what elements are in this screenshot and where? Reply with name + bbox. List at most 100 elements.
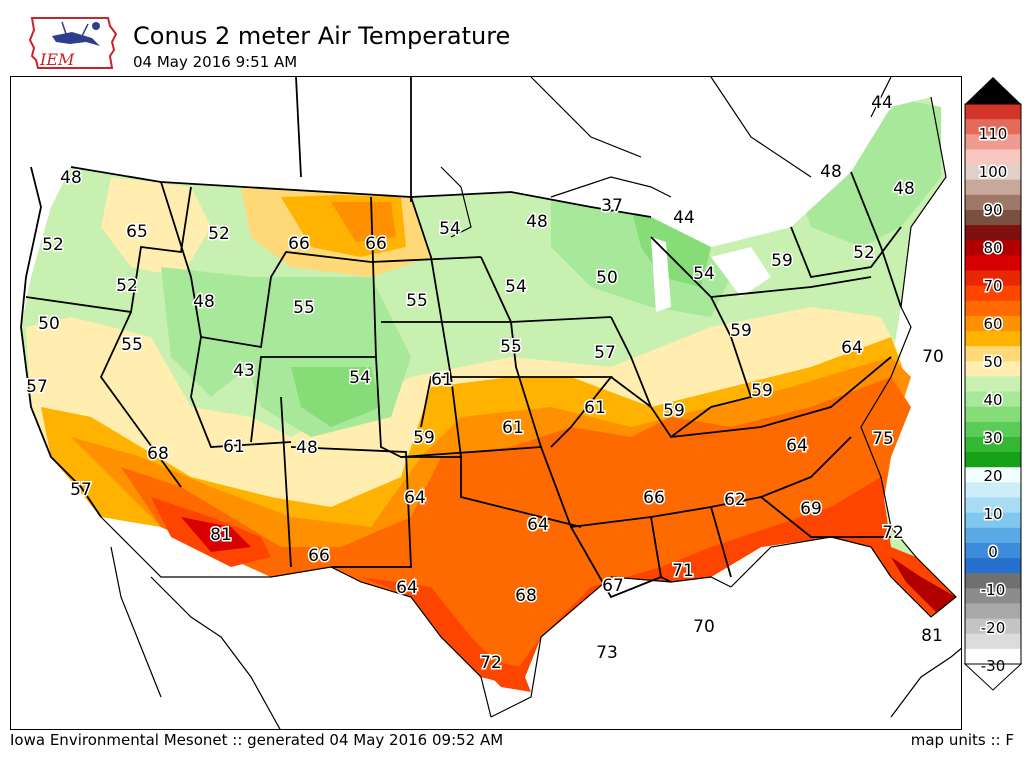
temp-label: 55 [406, 291, 428, 311]
colorbar-swatch [965, 406, 1021, 423]
temperature-fill-regions [11, 77, 961, 729]
temp-label: 69 [800, 499, 822, 519]
colorbar-swatch [965, 149, 1021, 166]
temp-label: 43 [233, 361, 255, 381]
colorbar-tick: -10 [981, 581, 1006, 599]
colorbar-tick: 60 [983, 315, 1002, 333]
temp-label: 65 [126, 222, 148, 242]
colorbar-swatch [965, 603, 1021, 620]
colorbar-swatch [965, 225, 1021, 241]
temp-label: 66 [288, 234, 310, 254]
temp-label: 37 [601, 196, 623, 216]
iowa-state-logo-icon: IEM [28, 17, 118, 69]
temp-label: 68 [147, 444, 169, 464]
colorbar-tick: 20 [983, 467, 1002, 485]
colorbar-swatch [965, 346, 1021, 362]
temp-label: 52 [42, 235, 64, 255]
temp-label: 68 [515, 586, 537, 606]
colorbar-tick: 10 [983, 505, 1002, 523]
colorbar-tick: 100 [979, 163, 1008, 181]
temp-label: 71 [672, 561, 694, 581]
temp-label: 54 [349, 368, 371, 388]
temp-label: 59 [730, 321, 752, 341]
temp-label: 57 [26, 377, 48, 397]
temp-label: 59 [413, 428, 435, 448]
colorbar-tick-labels: 110 100 90 80 70 60 50 40 30 20 10 0 -10… [977, 124, 1009, 677]
temp-label: 64 [404, 488, 426, 508]
footer-units: map units :: F [910, 731, 1014, 749]
colorbar-swatch [965, 527, 1021, 544]
temp-label: 48 [820, 162, 842, 182]
colorbar-tick: 0 [988, 543, 998, 561]
colorbar-swatch [965, 391, 1021, 408]
footer-credit: Iowa Environmental Mesonet :: generated … [10, 731, 504, 749]
temp-label: 44 [871, 93, 893, 113]
colorbar-swatch [965, 573, 1021, 589]
colorbar-tick: 50 [983, 353, 1002, 371]
temp-label: 48 [60, 168, 82, 188]
temp-label: 64 [527, 515, 549, 535]
colorbar-tick: 110 [979, 125, 1008, 143]
temp-label: 52 [853, 243, 875, 263]
colorbar-swatch [965, 270, 1021, 287]
colorbar-swatches [965, 104, 1021, 665]
temp-label: 75 [872, 429, 894, 449]
colorbar-tick: 90 [983, 201, 1002, 219]
iem-logo: IEM [26, 12, 120, 74]
temp-label: 50 [38, 314, 60, 334]
colorbar-svg: 110 100 90 80 70 60 50 40 30 20 10 0 -10… [963, 77, 1023, 691]
temp-label: 64 [841, 338, 863, 358]
temp-label: 48 [893, 179, 915, 199]
temp-label: 72 [882, 523, 904, 543]
colorbar-swatch [965, 300, 1021, 317]
temp-label: 61 [584, 398, 606, 418]
colorbar-swatch [965, 240, 1021, 256]
colorbar-swatch [965, 331, 1021, 347]
temp-label: 61 [502, 418, 524, 438]
colorbar-swatch [965, 436, 1021, 453]
colorbar-swatch [965, 194, 1021, 211]
colorbar-swatch [965, 104, 1021, 120]
temp-label: 57 [70, 480, 92, 500]
temp-label: 55 [500, 337, 522, 357]
colorbar-swatch [965, 648, 1021, 665]
temp-label: 67 [602, 576, 624, 596]
colorbar-swatch [965, 119, 1021, 135]
temp-label: 48 [193, 292, 215, 312]
colorbar-swatch [965, 467, 1021, 483]
page-title: Conus 2 meter Air Temperature [133, 22, 511, 50]
temp-label: 64 [396, 578, 418, 598]
temp-label: 66 [308, 546, 330, 566]
temp-label: 57 [594, 343, 616, 363]
temp-label: 54 [505, 277, 527, 297]
temp-label: 66 [365, 234, 387, 254]
colorbar-swatch [965, 542, 1021, 559]
colorbar-swatch [965, 618, 1021, 635]
temp-label: 52 [116, 276, 138, 296]
temp-label: 54 [439, 219, 461, 239]
temp-label: 81 [921, 626, 943, 646]
colorbar-swatch [965, 421, 1021, 438]
temp-label: 70 [693, 617, 715, 637]
temp-label: 73 [596, 643, 618, 663]
colorbar-swatch [965, 497, 1021, 514]
colorbar-tick: -20 [981, 619, 1006, 637]
colorbar-swatch [965, 134, 1021, 151]
coastline [100, 77, 961, 729]
colorbar-swatch [965, 452, 1021, 468]
logo-text: IEM [39, 50, 75, 69]
state-boundaries [20, 77, 902, 599]
temp-label: 66 [643, 488, 665, 508]
colorbar-swatch [965, 361, 1021, 378]
colorbar-tick: -30 [981, 657, 1006, 675]
temp-label: 59 [663, 401, 685, 421]
temperature-colorbar: 110 100 90 80 70 60 50 40 30 20 10 0 -10… [962, 76, 1024, 692]
temp-label: 59 [771, 251, 793, 271]
temp-label: 52 [208, 224, 230, 244]
temp-label: 55 [293, 298, 315, 318]
station-value-labels: 48 65 52 52 52 66 66 54 48 37 44 44 48 4… [25, 92, 946, 675]
colorbar-swatch [965, 376, 1021, 393]
temp-label: 50 [596, 268, 618, 288]
colorbar-swatch [965, 588, 1021, 605]
colorbar-swatch [965, 633, 1021, 650]
